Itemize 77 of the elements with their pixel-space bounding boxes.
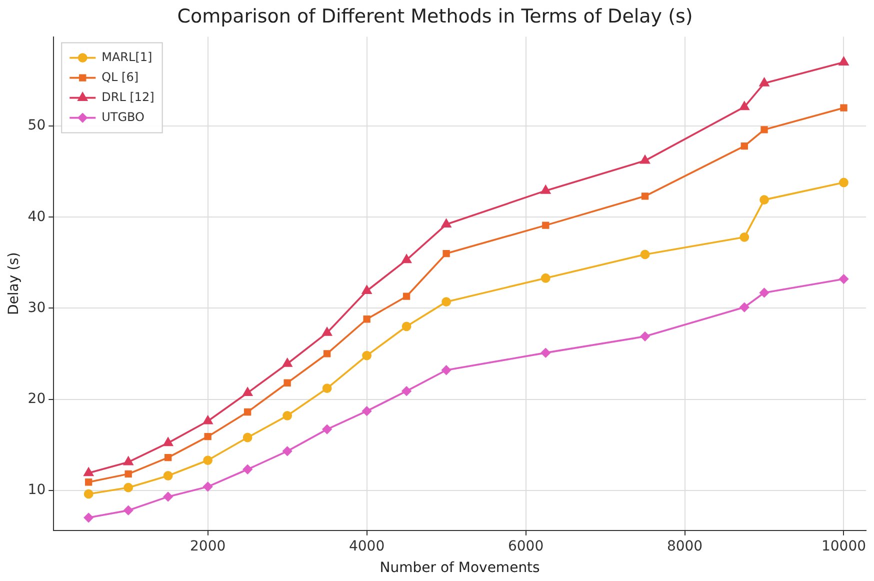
point	[740, 102, 750, 110]
point	[282, 410, 292, 420]
point	[640, 155, 650, 164]
point	[203, 456, 213, 465]
point	[442, 365, 451, 375]
point	[124, 470, 132, 478]
point	[124, 482, 134, 492]
legend-label: QL [6]	[102, 70, 139, 84]
point	[402, 292, 410, 300]
point	[242, 464, 252, 474]
point	[163, 492, 173, 502]
legend-label: UTGBO	[102, 110, 145, 124]
point	[84, 512, 94, 522]
point	[759, 78, 770, 86]
point	[322, 384, 332, 394]
point	[362, 350, 372, 360]
point	[163, 471, 173, 480]
point	[203, 482, 213, 492]
x-tick-label: 8000	[666, 538, 703, 554]
point	[322, 424, 332, 434]
point	[760, 288, 769, 298]
y-tick-label: 20	[28, 390, 46, 407]
point	[740, 302, 750, 312]
y-axis-title: Delay (s)	[6, 252, 22, 316]
point	[441, 219, 452, 228]
point	[402, 254, 412, 264]
legend-label: DRL [12]	[102, 90, 154, 104]
point	[242, 387, 252, 396]
point	[204, 433, 212, 440]
point	[322, 327, 332, 336]
point	[839, 274, 848, 284]
point	[442, 250, 450, 258]
point	[124, 506, 134, 516]
point	[540, 348, 550, 358]
point	[242, 432, 252, 442]
point	[244, 408, 252, 416]
point	[362, 406, 372, 416]
point	[640, 250, 650, 260]
point	[540, 185, 550, 194]
point	[542, 222, 550, 229]
point	[840, 104, 848, 112]
y-tick-label: 30	[28, 300, 46, 316]
point	[282, 446, 292, 456]
x-tick-label: 2000	[190, 538, 226, 554]
point	[540, 273, 550, 283]
point	[84, 489, 94, 499]
x-axis-title: Number of Movements	[380, 560, 540, 576]
y-tick-label: 50	[28, 118, 46, 134]
point	[641, 192, 649, 200]
legend-label: MARL[1]	[102, 50, 152, 64]
point	[124, 456, 134, 466]
point	[363, 316, 370, 323]
x-tick-label: 10000	[821, 538, 866, 554]
point	[760, 195, 769, 205]
point	[323, 350, 331, 358]
point	[203, 416, 213, 424]
point	[163, 438, 173, 446]
point	[740, 142, 748, 150]
point	[740, 232, 750, 242]
point	[164, 454, 172, 462]
point	[402, 386, 412, 396]
point	[284, 379, 291, 386]
point	[402, 322, 412, 332]
point	[84, 468, 94, 476]
x-tick-label: 4000	[348, 538, 385, 554]
point	[838, 56, 849, 66]
point	[640, 332, 650, 342]
chart-title: Comparison of Different Methods in Terms of Delay (s)	[177, 5, 693, 28]
point	[362, 285, 372, 294]
y-tick-label: 40	[28, 208, 46, 225]
x-tick-label: 6000	[508, 538, 544, 554]
point	[85, 478, 92, 486]
point	[282, 358, 292, 367]
point	[839, 178, 848, 188]
y-tick-label: 10	[28, 482, 46, 498]
point	[760, 126, 768, 134]
point	[442, 297, 451, 307]
